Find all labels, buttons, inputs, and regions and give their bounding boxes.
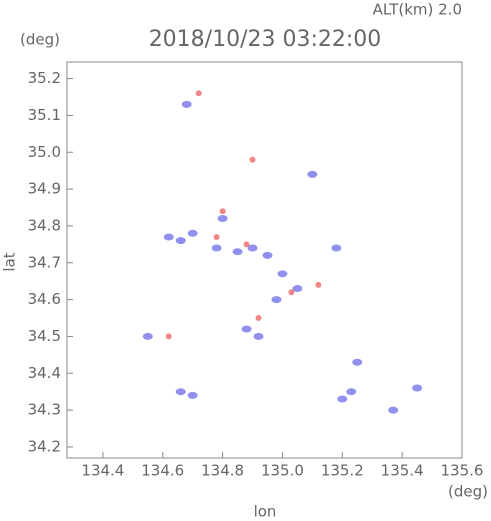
y-tick-label: 34.8 [28,216,61,234]
x-unit: (deg) [448,483,488,501]
echo-cell [292,285,303,293]
x-tick-label: 134.6 [141,462,184,480]
echo-cell [142,332,153,340]
echo-cell [175,388,186,396]
echo-cell [255,315,262,322]
x-tick-label: 135.2 [321,462,364,480]
echo-cell [241,325,252,333]
echo-cell [315,281,322,288]
echo-cell [187,229,198,237]
echo-cell [219,208,226,215]
y-tick-label: 35.0 [28,143,61,161]
echo-cell [232,248,243,256]
y-tick-label: 34.2 [28,437,61,455]
echo-cell [213,233,220,240]
echo-cell [388,406,399,414]
y-tick-label: 35.1 [28,106,61,124]
echo-cell [211,244,222,252]
y-tick-label: 34.6 [28,290,61,308]
y-tick-label: 34.7 [28,253,61,271]
echo-cell [187,391,198,399]
echo-cell [181,100,192,108]
echo-cell [262,251,273,259]
echo-cell [412,384,423,392]
altitude-label: ALT(km) 2.0 [373,1,462,19]
y-unit: (deg) [20,31,60,49]
echo-cell [277,270,288,278]
x-tick-label: 135.6 [441,462,484,480]
echo-cell [195,90,202,97]
echo-cell [346,388,357,396]
y-axis-label: lat [1,252,19,271]
echo-cell [288,289,295,296]
y-tick-label: 34.5 [28,327,61,345]
x-tick-label: 134.8 [201,462,244,480]
echo-cell [271,296,282,304]
echo-cell [243,241,250,248]
echo-cell [165,333,172,340]
echo-cell [249,156,256,163]
x-tick-label: 134.4 [81,462,124,480]
echo-cell [175,237,186,245]
echo-cell [163,233,174,241]
echo-cell [331,244,342,252]
y-tick-label: 35.2 [28,69,61,87]
x-tick-label: 135.0 [261,462,304,480]
echo-cell [247,244,258,252]
echo-cell [352,358,363,366]
y-tick-label: 34.3 [28,401,61,419]
plot-frame [66,61,463,459]
echo-cell [337,395,348,403]
y-tick-label: 34.9 [28,180,61,198]
echo-cell [253,332,264,340]
x-axis-label: lon [254,503,277,521]
y-tick-label: 34.4 [28,364,61,382]
x-tick-label: 135.4 [381,462,424,480]
echo-cell [217,215,228,223]
chart-title: 2018/10/23 03:22:00 [149,27,382,52]
echo-cell [307,170,318,178]
